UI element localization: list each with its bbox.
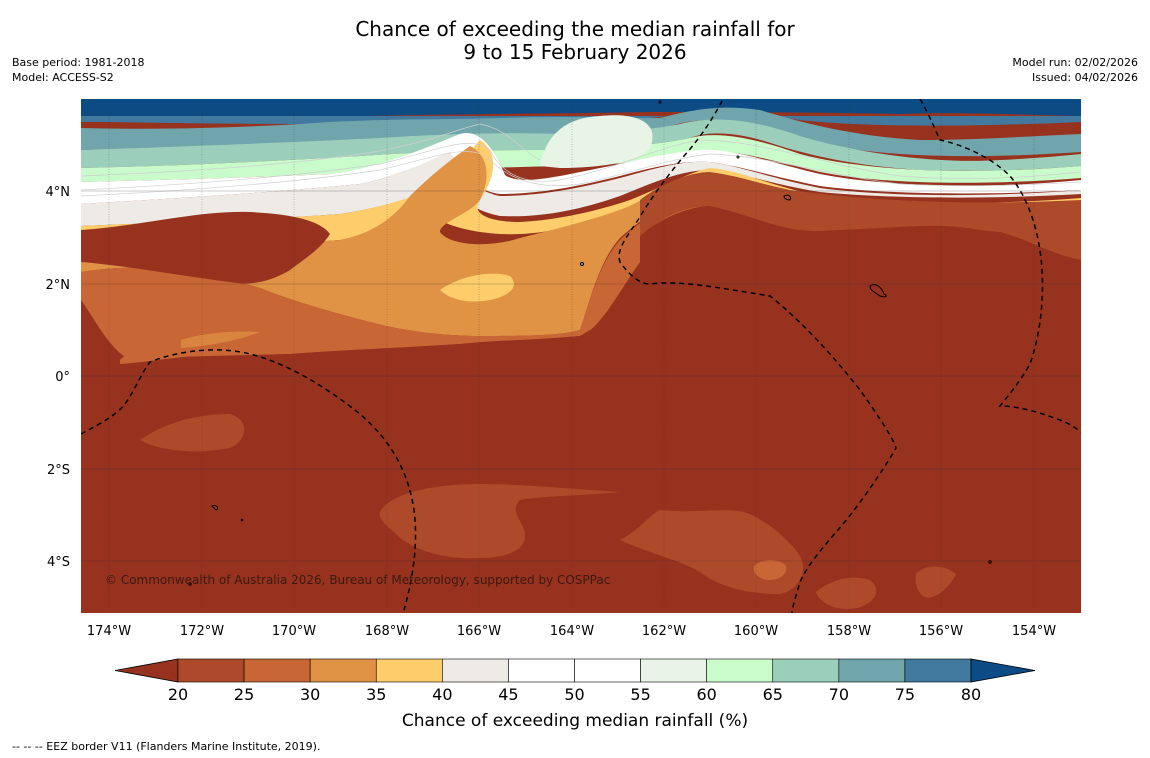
blob-35-40-inner bbox=[440, 273, 514, 302]
colorbar-tick-label: 35 bbox=[366, 685, 386, 704]
colorbar-segment bbox=[508, 658, 575, 683]
lon-label: 160°W bbox=[734, 624, 778, 639]
title-line-1: Chance of exceeding the median rainfall … bbox=[355, 17, 795, 41]
colorbar-tick-label: 70 bbox=[829, 685, 849, 704]
colorbar-segment bbox=[309, 658, 377, 683]
eez-footnote: -- -- -- EEZ border V11 (Flanders Marine… bbox=[12, 740, 321, 753]
zone-35-40 bbox=[81, 140, 1081, 252]
blob-55-60 bbox=[540, 115, 653, 168]
zone-40-45 bbox=[81, 152, 1081, 226]
colorbar: 20 25 30 35 40 45 50 55 60 65 70 75 80 Chance of exc… bbox=[114, 658, 1036, 731]
lon-label: 162°W bbox=[642, 624, 686, 639]
colorbar-segment bbox=[640, 658, 707, 683]
lobe-20-25 bbox=[81, 211, 330, 284]
colorbar-segment bbox=[442, 658, 509, 683]
lon-label: 170°W bbox=[272, 624, 316, 639]
eez-borders bbox=[81, 99, 1081, 613]
lat-label: 4°S bbox=[47, 555, 70, 570]
patch-30-35-nw bbox=[181, 331, 260, 348]
colorbar-ticks: 20 25 30 35 40 45 50 55 60 65 70 75 80 bbox=[168, 685, 981, 704]
blob-south-3-inner bbox=[753, 560, 787, 580]
rainfall-field: © Commonwealth of Australia 2026, Bureau… bbox=[81, 99, 1081, 613]
meta-left: Base period: 1981-2018 Model: ACCESS-S2 bbox=[12, 55, 144, 85]
model-run: Model run: 02/02/2026 bbox=[1012, 56, 1138, 69]
lat-label: 2°S bbox=[47, 463, 70, 478]
issued-date: Issued: 04/02/2026 bbox=[1031, 71, 1138, 84]
colorbar-segment bbox=[177, 658, 245, 683]
lat-axis: 4°N 2°N 0° 2°S 4°S bbox=[46, 185, 71, 570]
lon-axis: 174°W 172°W 170°W 168°W 166°W 164°W 162°… bbox=[87, 624, 1056, 639]
lon-label: 174°W bbox=[87, 624, 131, 639]
lon-label: 158°W bbox=[827, 624, 871, 639]
meta-right: Model run: 02/02/2026 Issued: 04/02/2026 bbox=[1012, 55, 1138, 85]
colorbar-segment bbox=[706, 658, 774, 683]
colorbar-tick-label: 60 bbox=[696, 685, 716, 704]
colorbar-tick-label: 75 bbox=[895, 685, 915, 704]
colorbar-tick-label: 65 bbox=[763, 685, 783, 704]
colorbar-segment bbox=[243, 658, 311, 683]
map-title: Chance of exceeding the median rainfall … bbox=[0, 18, 1150, 64]
zone-45-55 bbox=[81, 133, 1081, 204]
title-line-2: 9 to 15 February 2026 bbox=[463, 40, 687, 64]
lat-lines bbox=[81, 190, 1081, 562]
base-period: Base period: 1981-2018 bbox=[12, 56, 145, 69]
lon-label: 164°W bbox=[550, 624, 594, 639]
islands bbox=[188, 100, 992, 586]
colorbar-tick-label: 55 bbox=[630, 685, 650, 704]
lat-label: 4°N bbox=[46, 185, 71, 200]
colorbar-tick-label: 45 bbox=[498, 685, 518, 704]
colorbar-tick-label: 40 bbox=[432, 685, 452, 704]
colorbar-tick-label: 30 bbox=[300, 685, 320, 704]
copyright-notice: © Commonwealth of Australia 2026, Bureau… bbox=[105, 573, 610, 587]
zone-25-30 bbox=[81, 200, 1081, 360]
blob-south-2 bbox=[379, 484, 620, 559]
colorbar-segments bbox=[114, 658, 1036, 683]
lon-label: 156°W bbox=[919, 624, 963, 639]
colorbar-segment bbox=[838, 658, 906, 683]
lon-label: 172°W bbox=[180, 624, 224, 639]
band-75 bbox=[81, 99, 1081, 126]
colorbar-segment bbox=[375, 658, 443, 683]
colorbar-tick-label: 80 bbox=[961, 685, 981, 704]
blob-south-5 bbox=[915, 566, 956, 598]
colorbar-title: Chance of exceeding median rainfall (%) bbox=[402, 711, 748, 731]
colorbar-extend-low bbox=[114, 658, 179, 683]
graticule bbox=[108, 99, 1035, 613]
model-name: Model: ACCESS-S2 bbox=[12, 71, 114, 84]
colorbar-extend-high bbox=[970, 658, 1036, 683]
colorbar-segment bbox=[574, 658, 641, 683]
zone-below-20-east bbox=[640, 206, 1081, 613]
lat-label: 0° bbox=[55, 370, 70, 385]
lat-label: 2°N bbox=[46, 278, 71, 293]
zone-20-25-east bbox=[640, 172, 1081, 260]
lon-label: 166°W bbox=[457, 624, 501, 639]
colorbar-tick-label: 25 bbox=[234, 685, 254, 704]
colorbar-tick-label: 50 bbox=[564, 685, 584, 704]
colorbar-segment bbox=[772, 658, 840, 683]
zone-30-35 bbox=[81, 146, 1081, 336]
map-figure: © Commonwealth of Australia 2026, Bureau… bbox=[46, 99, 1081, 731]
contour-lines bbox=[81, 123, 1081, 197]
blob-south-1 bbox=[140, 414, 245, 452]
blob-south-4 bbox=[816, 577, 877, 610]
lon-label: 168°W bbox=[365, 624, 409, 639]
colorbar-tick-label: 20 bbox=[168, 685, 188, 704]
colorbar-segment bbox=[904, 658, 972, 683]
lon-label: 154°W bbox=[1012, 624, 1056, 639]
